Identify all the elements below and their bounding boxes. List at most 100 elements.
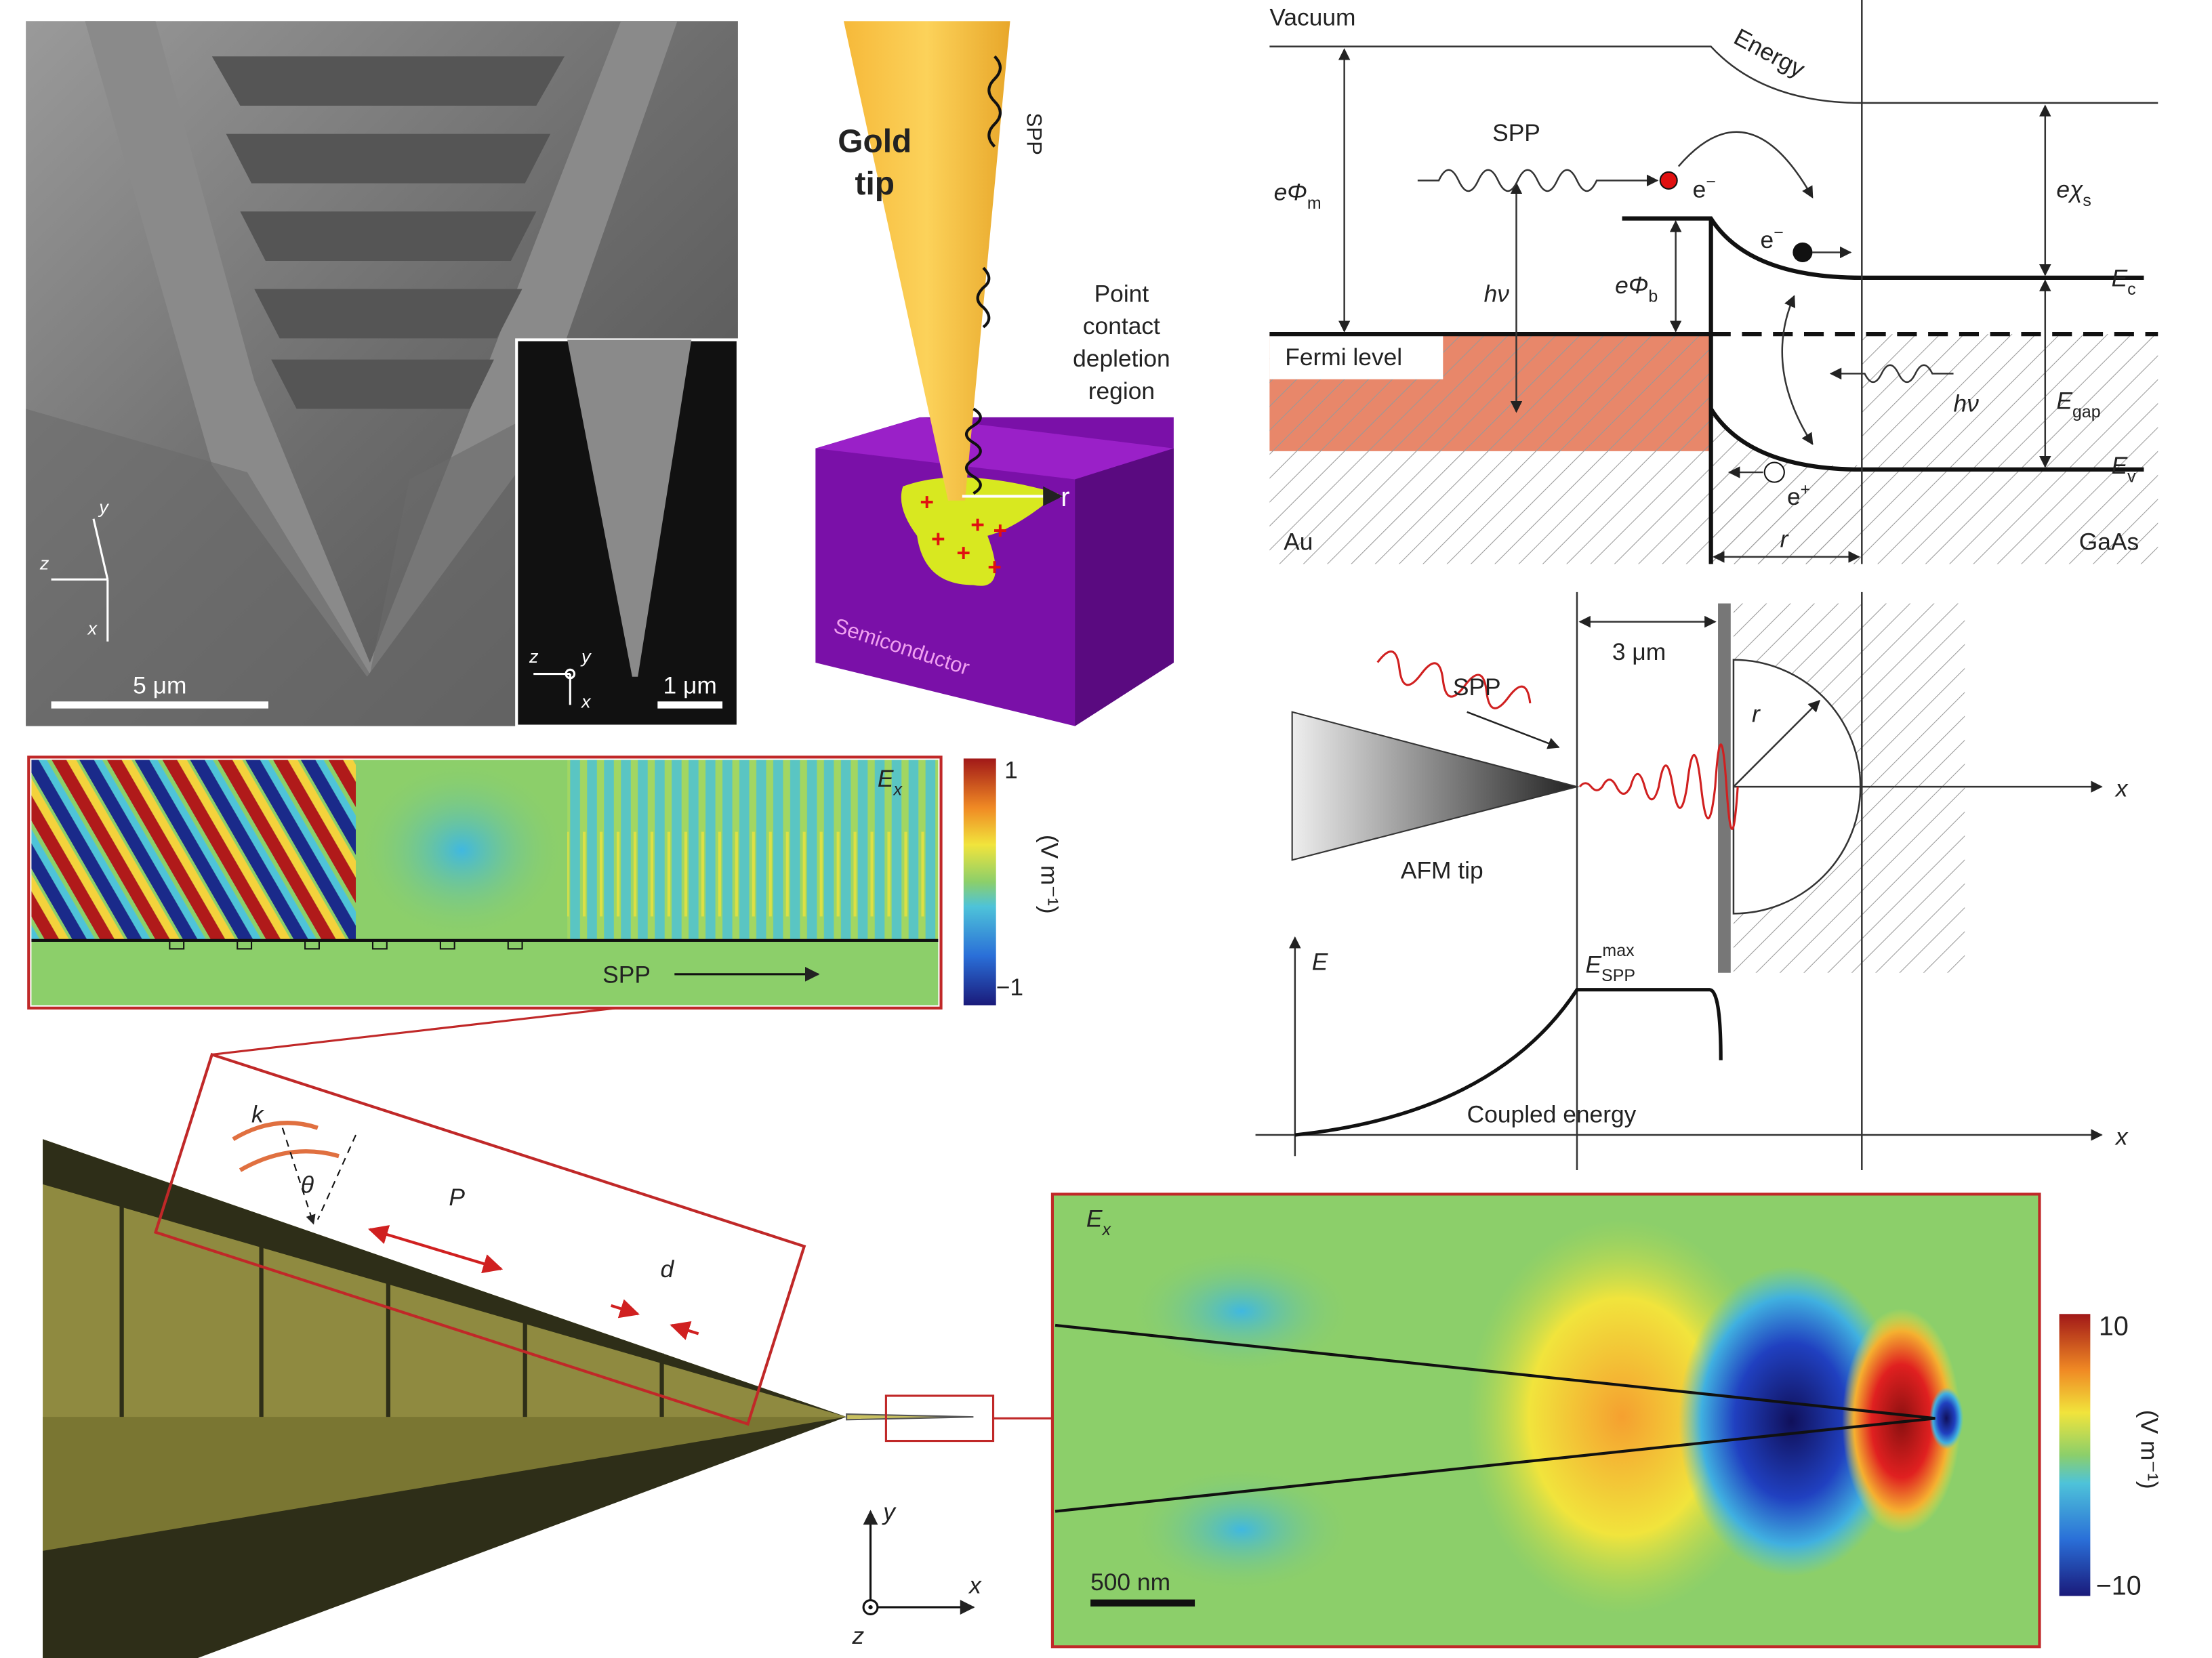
shape [1269,47,2158,103]
label: r [1752,701,1761,727]
region-label: contact [1083,313,1160,339]
axis-label: x [968,1572,982,1598]
label-part: − [1774,224,1784,243]
label-part: + [1801,480,1811,499]
axis-label: y [882,1499,897,1525]
label-part: E [2056,388,2072,414]
shape [846,1414,973,1419]
figure: 5 μm 1 μm y z x z y x ++++++ Gold tip SP… [0,0,2212,1658]
radius-label: r [1061,482,1069,512]
field-map-top: Ex 1 −1 (V m⁻¹) SPP [28,757,1062,1008]
shape [31,940,938,1006]
region-label: Point [1094,281,1149,307]
label-part: gap [2072,402,2101,421]
colorbar-label: −10 [2096,1571,2142,1600]
label: eχs [2056,176,2091,209]
shape [318,1135,356,1220]
tip-schematic: ++++++ Gold tip SPP Point contact deplet… [815,21,1174,726]
label-part: b [1648,287,1658,306]
label-part: e [1693,176,1706,203]
label: e− [1693,173,1716,203]
label-part: E [1086,1205,1103,1232]
label-part: e [1787,484,1801,510]
label-part: eΦ [1615,272,1648,299]
tip-model: k θ P d y x z [43,1008,1052,1658]
title: Gold [838,124,912,160]
band-diagram: Vacuum Energy SPP e− eΦm eχs eΦb hν Ec F… [1269,0,2158,564]
label-part: s [2083,191,2091,210]
label: SPP [1492,120,1540,146]
wave-label: SPP [602,961,651,988]
label: P [449,1184,465,1211]
label: E [1312,949,1328,976]
shape [1292,712,1577,860]
label-part: − [1706,173,1716,192]
label-part: x [1101,1220,1111,1239]
label-part: x [893,781,903,800]
shape [1718,604,1731,973]
label: ESPPmax [1585,941,1635,985]
label: Energy [1729,24,1809,83]
label-part: eΦ [1274,179,1307,205]
shape: + [920,489,934,516]
axis-label: z [529,646,539,667]
shape: + [931,526,945,552]
label-part: eχ [2056,176,2083,203]
label: e− [1760,224,1783,254]
shape: + [970,512,985,539]
label: Au [1284,529,1313,556]
label: r [1780,526,1789,552]
label: k [251,1101,265,1127]
wave-label: SPP [1022,112,1046,154]
scale-label: 1 μm [663,673,717,699]
shape [868,1605,872,1609]
label: θ [301,1172,314,1198]
label: eΦb [1615,272,1658,306]
unit-label: (V m⁻¹) [2135,1410,2162,1489]
label-part: E [2112,265,2128,291]
shape [1128,1247,1354,1374]
axis-label: z [851,1623,864,1649]
axis-label: x [87,618,98,638]
label-part: max [1602,941,1635,960]
sem-panel: 5 μm 1 μm y z x z y x [26,21,738,726]
region-label: region [1088,378,1155,405]
shape [356,760,567,940]
label-part: SPP [1601,966,1635,985]
colorbar-label: −1 [996,974,1023,1001]
label: eΦm [1274,179,1322,212]
shape: + [994,518,1008,544]
axis-label: y [98,497,109,517]
colorbar-label: 1 [1004,758,1018,784]
label: GaAs [2079,529,2139,556]
label: SPP [1453,674,1501,701]
shape [1793,243,1812,262]
axis-label: y [580,646,592,667]
shape [1418,170,1658,191]
shape [1660,172,1677,189]
label: Vacuum [1269,4,1355,30]
label: Fermi level [1285,344,1402,371]
label: 3 μm [1612,639,1666,665]
axis-label: x [580,692,592,712]
label: hν [1954,391,1980,417]
shape [1765,462,1784,482]
shape [1467,712,1559,747]
shape [1075,449,1174,726]
label: hν [1484,281,1510,307]
label-part: m [1307,194,1322,213]
label-part: c [2127,280,2135,299]
colorbar-label: 10 [2099,1312,2129,1342]
label: x [2114,776,2129,802]
label-part: v [2127,468,2136,486]
label: AFM tip [1401,857,1483,884]
shape [212,1008,617,1055]
unit-label: (V m⁻¹) [1036,835,1062,914]
label-part: e [1760,227,1774,253]
coupling-diagram: 3 μm SPP r x AFM tip E ESPPmax Coupled e… [1256,592,2129,1170]
shape: + [956,540,970,566]
label: x [2114,1124,2129,1151]
axis-label: z [39,554,49,574]
region-label: depletion [1073,346,1170,372]
shape [1580,745,1738,829]
